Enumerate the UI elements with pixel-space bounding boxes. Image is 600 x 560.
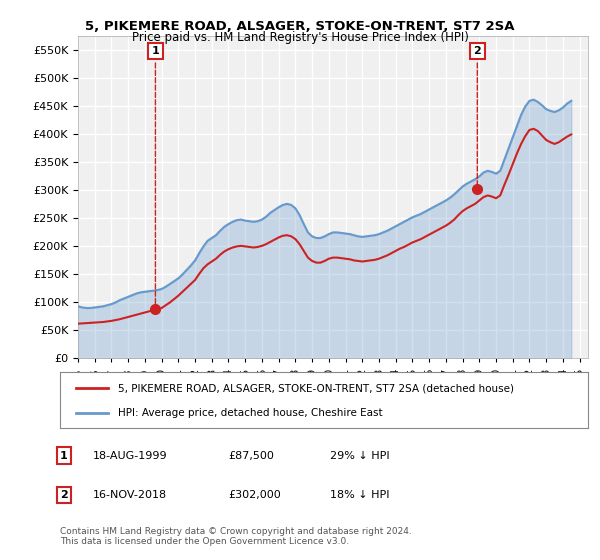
Text: £87,500: £87,500 — [228, 451, 274, 461]
Text: 2: 2 — [60, 490, 68, 500]
Text: £302,000: £302,000 — [228, 490, 281, 500]
Text: Contains HM Land Registry data © Crown copyright and database right 2024.
This d: Contains HM Land Registry data © Crown c… — [60, 526, 412, 546]
Text: 5, PIKEMERE ROAD, ALSAGER, STOKE-ON-TRENT, ST7 2SA: 5, PIKEMERE ROAD, ALSAGER, STOKE-ON-TREN… — [85, 20, 515, 32]
Text: HPI: Average price, detached house, Cheshire East: HPI: Average price, detached house, Ches… — [118, 408, 383, 418]
Text: 5, PIKEMERE ROAD, ALSAGER, STOKE-ON-TRENT, ST7 2SA (detached house): 5, PIKEMERE ROAD, ALSAGER, STOKE-ON-TREN… — [118, 383, 514, 393]
Text: 1: 1 — [60, 451, 68, 461]
Text: 29% ↓ HPI: 29% ↓ HPI — [330, 451, 389, 461]
Text: 1: 1 — [152, 46, 159, 307]
Text: Price paid vs. HM Land Registry's House Price Index (HPI): Price paid vs. HM Land Registry's House … — [131, 31, 469, 44]
Text: 2: 2 — [473, 46, 481, 186]
Text: 16-NOV-2018: 16-NOV-2018 — [93, 490, 167, 500]
Text: 18-AUG-1999: 18-AUG-1999 — [93, 451, 167, 461]
Text: 18% ↓ HPI: 18% ↓ HPI — [330, 490, 389, 500]
